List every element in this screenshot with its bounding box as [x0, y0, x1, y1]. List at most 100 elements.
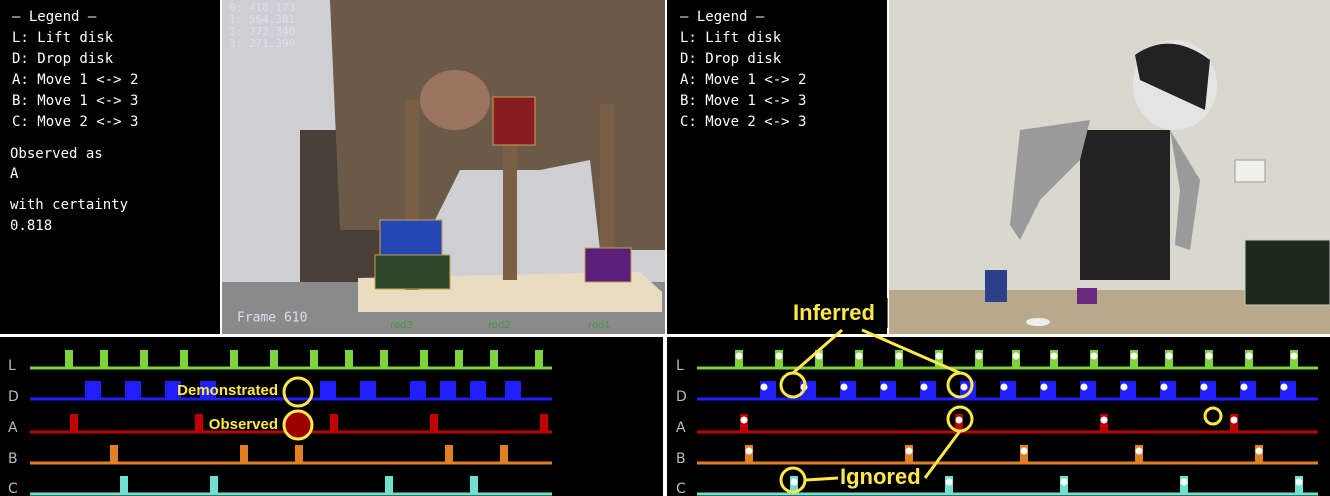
annotation: Observed — [209, 416, 278, 433]
trace-spike — [120, 476, 128, 494]
rod-label: rod3 — [390, 320, 413, 331]
annotation: Demonstrated — [177, 382, 278, 399]
event-dot — [1240, 383, 1248, 391]
legend-item: C: Move 2 <-> 3 — [12, 114, 138, 130]
event-dot — [960, 383, 968, 391]
trace-spike — [320, 381, 336, 399]
trace-spike — [195, 414, 203, 432]
hand — [420, 70, 490, 130]
event-dot — [1000, 383, 1008, 391]
trace-spike — [540, 414, 548, 432]
trace-spike — [200, 381, 216, 399]
event-dot — [1205, 352, 1213, 360]
legend-panel — [667, 0, 887, 334]
trace-spike — [210, 476, 218, 494]
event-dot — [790, 478, 798, 486]
event-dot — [1245, 352, 1253, 360]
event-dot — [905, 447, 913, 455]
row-label: B — [8, 451, 18, 467]
laptop — [1244, 239, 1330, 306]
trace-spike — [380, 350, 388, 368]
event-dot — [945, 478, 953, 486]
legend-item: A: Move 1 <-> 2 — [680, 72, 806, 88]
disk — [374, 254, 451, 290]
trace-spike — [240, 445, 248, 463]
trace-spike — [270, 350, 278, 368]
trace-spike — [180, 350, 188, 368]
trace-spike — [100, 350, 108, 368]
trace-spike — [470, 476, 478, 494]
legend-item: L: Lift disk — [12, 30, 114, 46]
disk — [1077, 288, 1097, 304]
coord: 1: 564,381 — [229, 13, 295, 26]
event-dot — [935, 352, 943, 360]
trace-spike — [385, 476, 393, 494]
trace-spike — [70, 414, 78, 432]
left-video: 0: 418,173 1: 564,381 2: 272,340 3: 271,… — [222, 0, 665, 334]
row-label: C — [8, 481, 18, 496]
highlight-circle — [282, 409, 314, 441]
disk — [379, 219, 443, 259]
disk — [985, 270, 1007, 302]
robot-arm — [1170, 130, 1200, 250]
row-label: L — [676, 358, 684, 374]
legend-item: D: Drop disk — [12, 51, 114, 67]
legend-title: – Legend – — [12, 9, 97, 25]
trace-spike — [295, 445, 303, 463]
row-label: D — [8, 389, 19, 405]
event-dot — [775, 352, 783, 360]
event-dot — [840, 383, 848, 391]
event-dot — [880, 383, 888, 391]
trace-spike — [110, 445, 118, 463]
trace-spike — [125, 381, 141, 399]
pointer-line — [792, 328, 962, 482]
trace-spike — [505, 381, 521, 399]
event-dot — [1165, 352, 1173, 360]
robot-hair — [1135, 43, 1210, 110]
highlight-circle — [779, 466, 807, 494]
legend-item: L: Lift disk — [680, 30, 782, 46]
coord: 0: 418,173 — [229, 1, 295, 14]
observed-value: A — [10, 166, 19, 182]
event-dot — [1080, 383, 1088, 391]
trace-spike — [470, 381, 486, 399]
certainty-label: with certainty — [10, 197, 128, 213]
row-label: A — [8, 420, 18, 436]
traces — [30, 350, 1318, 496]
event-dot — [1180, 478, 1188, 486]
robot-body — [1080, 130, 1170, 280]
event-dot — [1020, 447, 1028, 455]
trace-spike — [500, 445, 508, 463]
trace-spike — [420, 350, 428, 368]
legend-item: B: Move 1 <-> 3 — [680, 93, 806, 109]
highlight-circle — [1203, 406, 1223, 426]
legend-item: B: Move 1 <-> 3 — [12, 93, 138, 109]
trace-spike — [440, 381, 456, 399]
trace-spike — [85, 381, 101, 399]
robot-arm — [1010, 120, 1090, 240]
event-dot — [1130, 352, 1138, 360]
label-backdrop — [780, 298, 888, 328]
rod-label: rod1 — [588, 320, 611, 331]
event-dot — [955, 416, 963, 424]
event-dot — [1280, 383, 1288, 391]
row-label: B — [676, 451, 686, 467]
event-dot — [1230, 416, 1238, 424]
trace-spike — [310, 350, 318, 368]
disk — [584, 247, 632, 283]
event-dot — [815, 352, 823, 360]
annotations — [282, 328, 1223, 494]
coord: 3: 271,390 — [229, 37, 295, 50]
event-dot — [1290, 352, 1298, 360]
event-dot — [735, 352, 743, 360]
event-dot — [1160, 383, 1168, 391]
event-dot — [1200, 383, 1208, 391]
event-dot — [975, 352, 983, 360]
legend-item: C: Move 2 <-> 3 — [680, 114, 806, 130]
event-dot — [1050, 352, 1058, 360]
marker — [1026, 318, 1050, 326]
disk — [492, 96, 536, 146]
legend-item: D: Drop disk — [680, 51, 782, 67]
right-video — [889, 0, 1330, 334]
